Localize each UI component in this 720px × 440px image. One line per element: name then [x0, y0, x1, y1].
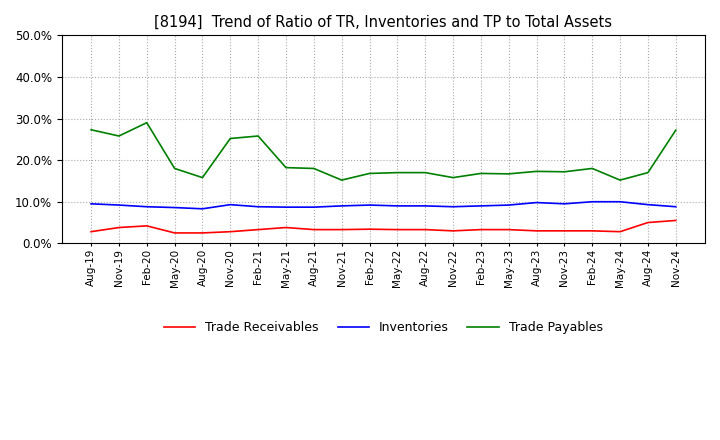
Trade Payables — [310, 166, 318, 171]
Trade Payables — [560, 169, 569, 174]
Trade Payables — [87, 127, 96, 132]
Trade Payables — [143, 120, 151, 125]
Trade Receivables — [282, 225, 290, 230]
Trade Payables — [393, 170, 402, 175]
Trade Receivables — [365, 227, 374, 232]
Trade Receivables — [616, 229, 624, 235]
Inventories — [282, 205, 290, 210]
Trade Payables — [449, 175, 457, 180]
Inventories — [87, 201, 96, 206]
Legend: Trade Receivables, Inventories, Trade Payables: Trade Receivables, Inventories, Trade Pa… — [159, 316, 608, 339]
Inventories — [477, 203, 485, 209]
Trade Payables — [616, 177, 624, 183]
Inventories — [310, 205, 318, 210]
Line: Inventories: Inventories — [91, 202, 676, 209]
Title: [8194]  Trend of Ratio of TR, Inventories and TP to Total Assets: [8194] Trend of Ratio of TR, Inventories… — [154, 15, 613, 30]
Trade Receivables — [560, 228, 569, 234]
Inventories — [254, 204, 263, 209]
Trade Receivables — [87, 229, 96, 235]
Trade Receivables — [421, 227, 430, 232]
Trade Receivables — [477, 227, 485, 232]
Trade Payables — [532, 169, 541, 174]
Trade Receivables — [505, 227, 513, 232]
Trade Payables — [282, 165, 290, 170]
Trade Payables — [226, 136, 235, 141]
Trade Receivables — [310, 227, 318, 232]
Trade Payables — [171, 166, 179, 171]
Trade Receivables — [171, 230, 179, 235]
Inventories — [560, 201, 569, 206]
Inventories — [532, 200, 541, 205]
Inventories — [338, 203, 346, 209]
Inventories — [505, 202, 513, 208]
Trade Receivables — [644, 220, 652, 225]
Inventories — [421, 203, 430, 209]
Trade Receivables — [254, 227, 263, 232]
Trade Payables — [505, 171, 513, 176]
Inventories — [143, 204, 151, 209]
Inventories — [672, 204, 680, 209]
Inventories — [588, 199, 597, 204]
Line: Trade Receivables: Trade Receivables — [91, 220, 676, 233]
Line: Trade Payables: Trade Payables — [91, 123, 676, 180]
Trade Receivables — [198, 230, 207, 235]
Inventories — [393, 203, 402, 209]
Trade Receivables — [588, 228, 597, 234]
Trade Payables — [338, 177, 346, 183]
Trade Payables — [644, 170, 652, 175]
Trade Receivables — [114, 225, 123, 230]
Trade Payables — [365, 171, 374, 176]
Inventories — [449, 204, 457, 209]
Trade Payables — [477, 171, 485, 176]
Trade Receivables — [672, 218, 680, 223]
Trade Receivables — [393, 227, 402, 232]
Trade Payables — [254, 133, 263, 139]
Inventories — [114, 202, 123, 208]
Trade Payables — [588, 166, 597, 171]
Inventories — [365, 202, 374, 208]
Inventories — [198, 206, 207, 212]
Trade Payables — [114, 133, 123, 139]
Trade Receivables — [449, 228, 457, 234]
Trade Receivables — [226, 229, 235, 235]
Inventories — [226, 202, 235, 207]
Inventories — [616, 199, 624, 204]
Trade Receivables — [338, 227, 346, 232]
Inventories — [644, 202, 652, 207]
Inventories — [171, 205, 179, 210]
Trade Receivables — [532, 228, 541, 234]
Trade Receivables — [143, 223, 151, 228]
Trade Payables — [421, 170, 430, 175]
Trade Payables — [198, 175, 207, 180]
Trade Payables — [672, 128, 680, 133]
